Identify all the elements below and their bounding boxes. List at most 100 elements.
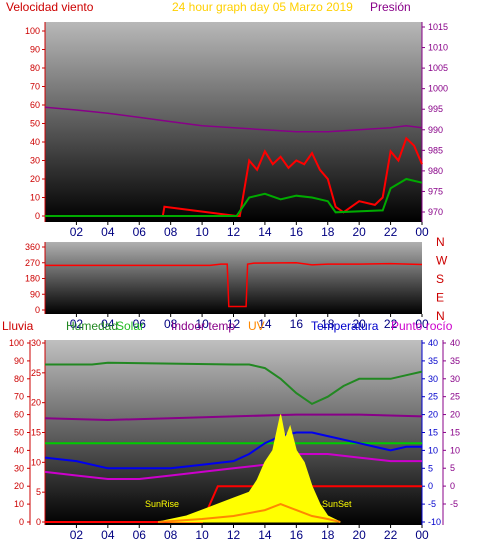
x-tick-label: 12 [227, 317, 241, 331]
series-line-velocidad-viento [45, 136, 423, 217]
axis-tick-label: 20 [450, 410, 460, 420]
compass-label: N [436, 309, 445, 323]
x-tick-label: 22 [384, 317, 398, 331]
wind-pressure-panel: Velocidad viento 24 hour graph day 05 Ma… [6, 0, 448, 222]
x-tick-label: 02 [70, 225, 84, 239]
axis-tick-label: 15 [31, 428, 41, 438]
axis-tick-label: 90 [30, 289, 40, 299]
axis-tick-label: 100 [25, 26, 40, 36]
axis-tick-label: 20 [30, 174, 40, 184]
axis-tick-label: 975 [428, 186, 443, 196]
axis-tick-label: 70 [30, 82, 40, 92]
top-series [44, 106, 423, 217]
axis-tick-label: 30 [14, 463, 24, 473]
axis-tick-label: 5 [428, 463, 433, 473]
x-tick-label: 22 [384, 225, 398, 239]
axis-tick-label: 70 [14, 392, 24, 402]
axis-tick-label: 30 [30, 156, 40, 166]
series-line-presión [44, 106, 423, 133]
series-line-dew-level [44, 413, 423, 422]
axis-tick-label: -5 [428, 499, 436, 509]
axis-tick-label: 10 [31, 457, 41, 467]
axis-tick-label: 40 [450, 338, 460, 348]
axis-tick-label: 15 [450, 427, 460, 437]
x-tick-label: 04 [101, 317, 115, 331]
axis-tick-label: 40 [428, 338, 438, 348]
axis-tick-label: 90 [30, 45, 40, 55]
axis-tick-label: 0 [35, 211, 40, 221]
x-tick-label: 00 [415, 317, 429, 331]
temperature-axis: 40 35 30 25 20 15 10 5 0 -5 -10 [422, 338, 441, 527]
axis-tick-label: 40 [30, 137, 40, 147]
x-tick-label: 16 [290, 225, 304, 239]
temperature-axis-outer: 40 35 30 25 20 15 10 5 0 -5 [443, 338, 460, 509]
mid-plot-area [45, 242, 422, 314]
axis-tick-label: 40 [14, 445, 24, 455]
rain-label: Lluvia [2, 319, 34, 333]
x-tick-label: 22 [384, 528, 398, 542]
sunset-label: SunSet [322, 499, 352, 509]
x-tick-label: 02 [70, 317, 84, 331]
axis-tick-label: 35 [428, 356, 438, 366]
x-tick-label: 14 [258, 225, 272, 239]
axis-tick-label: 5 [36, 487, 41, 497]
axis-tick-label: 30 [450, 374, 460, 384]
bottom-plot-area [45, 340, 422, 525]
mid-left-axis: 360 270 180 90 0 [25, 242, 45, 315]
solar-label: Solar [116, 319, 144, 333]
axis-tick-label: 1015 [428, 22, 448, 32]
bottom-legend: Lluvia Humedad Solar Indoor temp UV Temp… [2, 319, 453, 333]
uv-label: UV [248, 319, 265, 333]
series-line-wind-direction [45, 262, 423, 308]
x-tick-label: 12 [227, 528, 241, 542]
axis-tick-label: 10 [428, 445, 438, 455]
x-tick-label: 16 [290, 528, 304, 542]
bottom-series [44, 361, 423, 523]
axis-tick-label: 100 [9, 338, 24, 348]
axis-tick-label: 180 [25, 274, 40, 284]
axis-tick-label: 60 [30, 100, 40, 110]
sunrise-label: SunRise [145, 499, 179, 509]
axis-tick-label: 5 [450, 463, 455, 473]
axis-tick-label: 50 [30, 119, 40, 129]
x-tick-label: 12 [227, 225, 241, 239]
compass-label: S [436, 272, 444, 286]
axis-tick-label: 970 [428, 207, 443, 217]
axis-tick-label: 1005 [428, 63, 448, 73]
x-tick-label: 16 [290, 317, 304, 331]
x-tick-label: 08 [164, 225, 178, 239]
uv-axis: 30 25 20 15 10 5 0 [31, 338, 45, 527]
axis-tick-label: 0 [36, 517, 41, 527]
compass-label: N [436, 235, 445, 249]
x-tick-label: 18 [321, 317, 335, 331]
axis-tick-label: 995 [428, 104, 443, 114]
top-right-axis: 1015 1010 1005 1000 995 990 985 980 975 970 [422, 22, 448, 217]
axis-tick-label: 1010 [428, 43, 448, 53]
graph-title: 24 hour graph day 05 Marzo 2019 [172, 0, 353, 14]
axis-tick-label: -10 [428, 517, 441, 527]
x-tick-label: 06 [133, 317, 147, 331]
axis-tick-label: 10 [14, 499, 24, 509]
axis-tick-label: 60 [14, 410, 24, 420]
temperature-label: Temperatura [311, 319, 379, 333]
axis-tick-label: 25 [428, 392, 438, 402]
x-tick-label: 08 [164, 317, 178, 331]
humidity-label: Humedad [66, 319, 118, 333]
x-tick-label: 04 [101, 225, 115, 239]
dewpoint-label: Punto rocío [391, 319, 453, 333]
axis-tick-label: 0 [450, 481, 455, 491]
axis-tick-label: 50 [14, 428, 24, 438]
axis-tick-label: 20 [14, 481, 24, 491]
axis-tick-label: 25 [450, 392, 460, 402]
axis-tick-label: 20 [31, 398, 41, 408]
x-tick-label: 00 [415, 225, 429, 239]
axis-tick-label: 25 [31, 368, 41, 378]
x-tick-label: 20 [352, 317, 366, 331]
axis-tick-label: 0 [428, 481, 433, 491]
axis-tick-label: 10 [30, 193, 40, 203]
x-tick-label: 02 [70, 528, 84, 542]
axis-tick-label: 360 [25, 242, 40, 252]
